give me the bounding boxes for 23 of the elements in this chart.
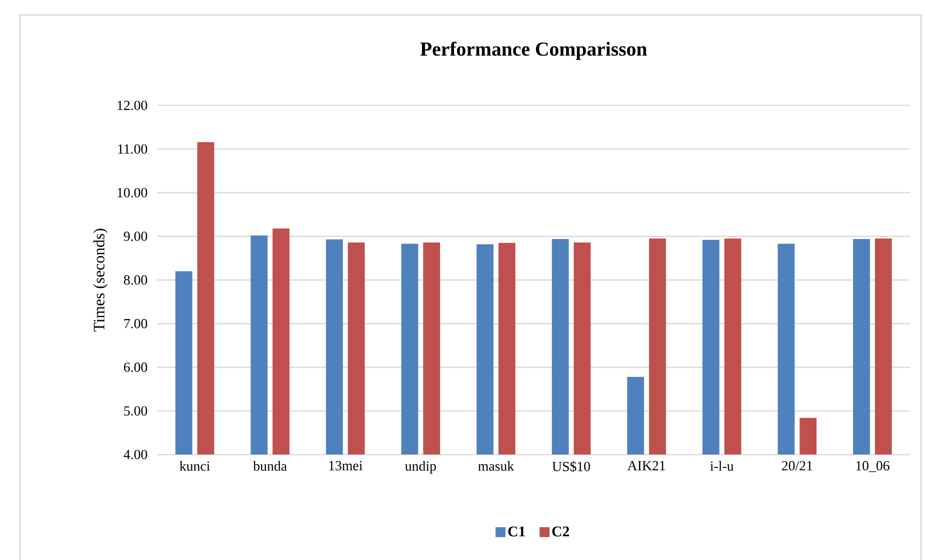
x-tick-label: bunda	[253, 461, 287, 471]
x-tick-label: 20/21	[782, 461, 812, 470]
x-tick-label: masuk	[478, 461, 514, 471]
y-tick-label: 8.00	[124, 275, 148, 285]
y-tick-label: 12.00	[118, 100, 148, 110]
x-tick-label: US$10	[552, 461, 590, 472]
x-tick-label: 10_06	[856, 461, 890, 472]
x-tick-label: i-l-u	[710, 461, 734, 471]
y-tick-label: 4.00	[124, 450, 148, 460]
legend-label: C1	[508, 526, 525, 536]
chart-title: Performance Comparisson	[420, 42, 647, 60]
x-tick-label: 13mei	[329, 461, 362, 470]
x-tick-label: kunci	[180, 461, 210, 471]
y-tick-label: 9.00	[124, 232, 148, 242]
x-tick-label: undip	[405, 461, 436, 474]
y-tick-label: 7.00	[124, 318, 148, 328]
y-tick-label: 6.00	[124, 362, 148, 372]
y-tick-label: 5.00	[124, 406, 148, 416]
y-axis-title: Times (seconds)	[93, 228, 108, 332]
y-tick-label: 11.00	[118, 144, 148, 154]
legend-label: C2	[552, 526, 570, 536]
x-tick-label: AIK21	[627, 461, 665, 470]
y-tick-label: 10.00	[118, 188, 148, 198]
